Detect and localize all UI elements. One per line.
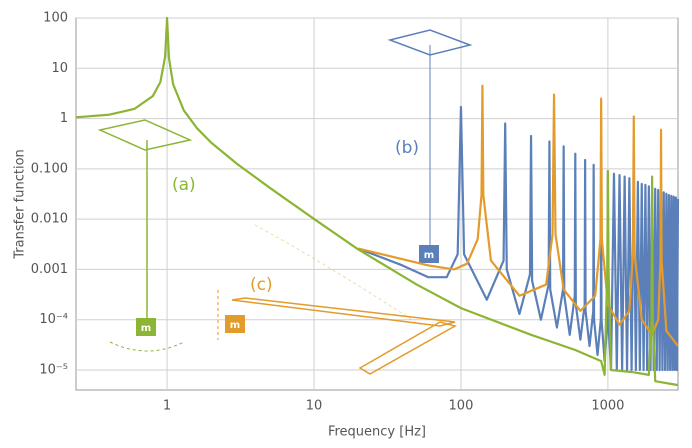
mass-box [136,318,156,336]
illustrations [97,29,473,375]
annotation: (a) [172,175,196,195]
y-tick-label: 10⁻⁵ [39,362,68,377]
mass-label: m [424,250,434,261]
x-tick-label: 1000 [591,399,624,414]
mass-label: m [230,320,240,331]
swing-arrow [109,341,185,352]
x-tick-label: 1 [163,399,171,414]
mass-label: m [141,323,151,334]
y-tick-label: 10 [51,61,68,76]
wire-plate [387,29,473,56]
x-tick-label: 100 [449,399,474,414]
y-axis-label: Transfer function [13,149,28,260]
pendulum-plate [97,119,193,151]
blade-base [358,321,457,375]
annotation: (c) [250,275,273,295]
y-tick-label: 10⁻⁴ [39,312,68,327]
lines [75,16,680,387]
blade [231,297,456,327]
y-tick-label: 0.100 [31,161,68,176]
blade-ghost [254,224,421,326]
x-axis-label: Frequency [Hz] [328,425,426,440]
mass-box [419,245,439,263]
y-tick-label: 1 [60,111,68,126]
series-line [75,16,679,387]
x-tick-label: 10 [306,399,323,414]
y-tick-label: 100 [43,11,68,26]
y-tick-label: 0.010 [31,212,68,227]
mass-box [225,315,245,333]
y-tick-label: 0.001 [31,262,68,277]
annotation: (b) [395,138,419,158]
